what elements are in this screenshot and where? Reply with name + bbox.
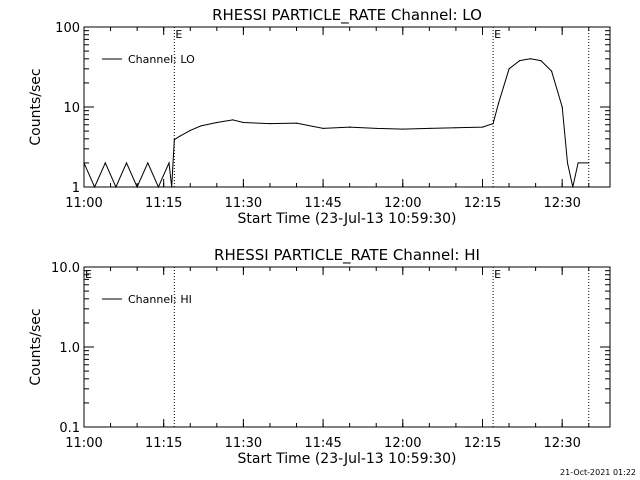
p2-x-tick-label: 11:00 xyxy=(65,436,102,451)
p1-data-point xyxy=(157,186,159,188)
p1-data-point xyxy=(147,162,149,164)
p1-data-point xyxy=(269,123,271,125)
p1-data-point xyxy=(94,186,96,188)
p1-data-point xyxy=(402,128,404,130)
p1-legend-entry: Channel: LO xyxy=(128,53,195,66)
p1-x-tick-label: 11:00 xyxy=(65,196,102,211)
p1-event-marker: E xyxy=(494,28,501,41)
p1-data-point xyxy=(189,129,191,131)
p1-data-point xyxy=(115,186,117,188)
p1-data-point xyxy=(125,162,128,164)
p1-y-axis-label: Counts/sec xyxy=(28,68,44,145)
p1-data-point xyxy=(322,127,324,130)
p2-chart-title: RHESSI PARTICLE_RATE Channel: HI xyxy=(214,246,480,265)
p1-data-point xyxy=(572,186,574,188)
p1-data-point xyxy=(242,121,244,124)
p1-data-point xyxy=(566,162,569,164)
p1-data-point xyxy=(550,70,553,72)
p1-data-point xyxy=(508,68,510,70)
p1-event-marker: E xyxy=(175,28,182,41)
p1-data-point xyxy=(232,119,234,121)
panel-2: RHESSI PARTICLE_RATE Channel: HI 11:00 11:… xyxy=(28,246,611,467)
p2-x-tick-label: 11:15 xyxy=(145,436,182,451)
p1-data-point xyxy=(540,60,542,62)
p1-data-point xyxy=(375,127,377,130)
p1-data-point xyxy=(349,126,351,128)
p1-data-point xyxy=(168,162,170,164)
p1-data-point xyxy=(497,103,500,105)
p1-x-tick-label: 11:15 xyxy=(145,196,182,211)
p2-event-marker: E xyxy=(85,268,92,281)
p2-y-tick-label: 10.0 xyxy=(51,261,80,276)
p1-series-line xyxy=(83,58,589,189)
p1-plot-frame xyxy=(83,26,611,188)
p2-x-tick-label: 12:00 xyxy=(384,436,421,451)
p1-data-point xyxy=(104,162,106,164)
p1-data-point xyxy=(428,127,430,130)
p2-x-tick-label: 11:30 xyxy=(225,436,262,451)
p1-data-point xyxy=(200,125,202,127)
p2-event-marker: E xyxy=(494,268,501,281)
p1-x-tick-label: 12:15 xyxy=(464,196,501,211)
p1-data-point xyxy=(136,186,138,188)
p1-data-point xyxy=(295,122,298,124)
p1-data-point xyxy=(179,135,181,137)
p1-chart-title: RHESSI PARTICLE_RATE Channel: LO xyxy=(212,6,482,25)
p1-data-point xyxy=(481,126,484,128)
p1-data-point xyxy=(216,121,218,124)
p1-data-point xyxy=(83,162,85,164)
p1-x-tick-label: 11:45 xyxy=(304,196,341,211)
p1-y-tick-label: 1 xyxy=(72,181,80,196)
footer-timestamp: 21-Oct-2021 01:22 xyxy=(560,468,636,477)
p1-x-tick-label: 11:30 xyxy=(225,196,262,211)
p2-x-axis-label: Start Time (23-Jul-13 10:59:30) xyxy=(237,451,456,467)
p1-x-tick-label: 12:00 xyxy=(384,196,421,211)
p2-x-tick-label: 12:15 xyxy=(464,436,501,451)
p2-plot-frame xyxy=(83,266,611,428)
panel-1: RHESSI PARTICLE_RATE Channel: LO 11:00 11:… xyxy=(28,6,611,227)
p1-data-point xyxy=(455,127,457,129)
p1-data-point xyxy=(577,162,579,164)
p2-y-axis-label: Counts/sec xyxy=(28,308,44,385)
p2-y-tick-label: 1.0 xyxy=(59,341,80,356)
p2-y-tick-label: 0.1 xyxy=(59,421,80,436)
p1-data-point xyxy=(519,60,521,62)
p2-x-tick-label: 12:30 xyxy=(543,436,580,451)
p1-data-point xyxy=(171,186,173,188)
p1-data-point xyxy=(588,162,590,164)
p1-data-point xyxy=(173,139,175,141)
p1-data-point xyxy=(529,58,531,60)
p1-y-tick-label: 10 xyxy=(63,101,80,116)
p2-legend-entry: Channel: HI xyxy=(128,293,192,306)
p1-y-tick-label: 100 xyxy=(55,21,80,36)
p1-x-tick-label: 12:30 xyxy=(543,196,580,211)
p2-x-tick-label: 11:45 xyxy=(304,436,341,451)
p1-data-point xyxy=(561,106,563,108)
p1-data-point xyxy=(492,123,494,125)
p1-x-axis-label: Start Time (23-Jul-13 10:59:30) xyxy=(237,211,456,227)
